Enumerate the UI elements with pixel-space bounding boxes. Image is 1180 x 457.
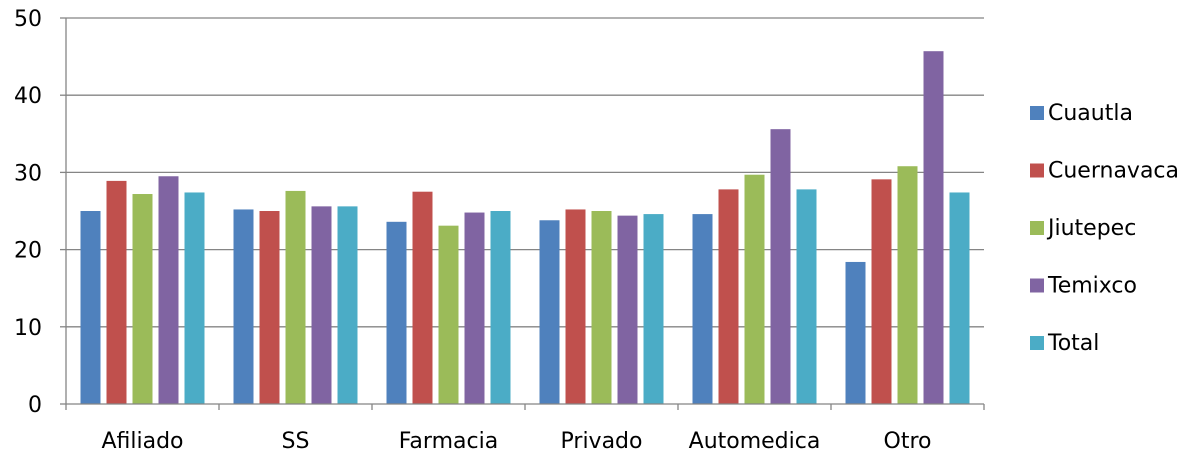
bar-otro-temixco	[923, 51, 944, 405]
bar-farmacia-total	[490, 211, 511, 404]
legend-label-total: Total	[1047, 331, 1099, 356]
legend-swatch-total	[1030, 336, 1044, 350]
bar-automedica-temixco	[770, 129, 791, 404]
bars	[80, 51, 970, 405]
bar-ss-cuernavaca	[259, 211, 280, 404]
x-tick-labels: Afiliado SS Farmacia Privado Automedica Otro	[101, 429, 931, 454]
bar-afiliado-cuernavaca	[106, 180, 127, 404]
bar-farmacia-jiutepec	[438, 225, 459, 404]
bar-farmacia-cuernavaca	[412, 191, 433, 404]
y-tick-label-50: 50	[14, 7, 42, 32]
x-tick-label-privado: Privado	[561, 429, 643, 454]
bar-otro-jiutepec	[897, 166, 918, 404]
bar-farmacia-cuautla	[386, 221, 407, 404]
x-tick-label-ss: SS	[282, 429, 310, 454]
bar-privado-total	[643, 214, 664, 404]
legend-swatch-cuernavaca	[1030, 163, 1044, 178]
legend-label-cuernavaca: Cuernavaca	[1048, 159, 1179, 184]
bar-automedica-cuautla	[692, 214, 713, 404]
bar-automedica-jiutepec	[744, 174, 765, 404]
legend-label-temixco: Temixco	[1047, 274, 1137, 299]
bar-ss-cuautla	[233, 209, 254, 404]
legend-label-cuautla: Cuautla	[1048, 101, 1133, 126]
bar-otro-cuautla	[845, 261, 866, 404]
gridlines	[66, 17, 984, 328]
bar-farmacia-temixco	[464, 212, 485, 404]
bar-afiliado-jiutepec	[132, 194, 153, 404]
y-tick-label-0: 0	[28, 393, 42, 418]
bar-privado-cuautla	[539, 220, 560, 404]
legend-label-jiutepec: Jiutepec	[1046, 216, 1136, 241]
x-tick-label-afiliado: Afiliado	[101, 429, 183, 454]
bar-afiliado-cuautla	[80, 211, 101, 404]
legend-swatch-jiutepec	[1030, 221, 1044, 235]
bar-ss-temixco	[311, 206, 332, 404]
bar-otro-cuernavaca	[871, 179, 892, 404]
y-tick-label-10: 10	[14, 316, 42, 341]
bar-privado-jiutepec	[591, 211, 612, 404]
axes	[60, 17, 985, 410]
bar-automedica-cuernavaca	[718, 189, 739, 404]
bar-privado-cuernavaca	[565, 209, 586, 404]
y-tick-labels: 0 10 20 30 40 50	[14, 7, 42, 418]
x-tick-label-automedica: Automedica	[689, 429, 821, 454]
y-tick-label-30: 30	[14, 161, 42, 186]
bar-otro-total	[949, 192, 970, 404]
legend-swatch-temixco	[1030, 278, 1044, 293]
bar-afiliado-temixco	[158, 176, 179, 404]
bar-privado-temixco	[617, 215, 638, 404]
y-tick-label-40: 40	[14, 84, 42, 109]
bar-afiliado-total	[184, 192, 205, 404]
bar-ss-total	[337, 206, 358, 404]
bar-automedica-total	[796, 189, 817, 404]
bar-ss-jiutepec	[285, 190, 306, 404]
x-tick-label-farmacia: Farmacia	[399, 429, 498, 454]
y-tick-label-20: 20	[14, 239, 42, 264]
legend: Cuautla Cuernavaca Jiutepec Temixco Total	[1030, 101, 1179, 356]
x-tick-label-otro: Otro	[884, 429, 932, 454]
legend-swatch-cuautla	[1030, 106, 1044, 120]
